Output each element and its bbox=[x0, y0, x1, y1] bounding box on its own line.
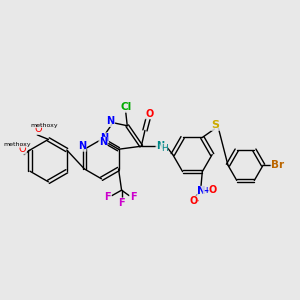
Text: N: N bbox=[106, 116, 115, 127]
Text: Br: Br bbox=[271, 160, 284, 170]
Text: F: F bbox=[105, 192, 111, 202]
Text: methoxy: methoxy bbox=[3, 142, 31, 147]
Text: N: N bbox=[156, 141, 164, 151]
Text: N: N bbox=[78, 141, 86, 151]
Text: O: O bbox=[19, 144, 26, 154]
Text: -: - bbox=[195, 196, 199, 206]
Text: O: O bbox=[209, 185, 217, 195]
Text: F: F bbox=[130, 192, 136, 202]
Text: H: H bbox=[161, 143, 168, 152]
Text: O: O bbox=[189, 196, 197, 206]
Text: +: + bbox=[203, 186, 209, 195]
Text: Cl: Cl bbox=[120, 102, 131, 112]
Text: O: O bbox=[146, 109, 154, 119]
Text: methoxy: methoxy bbox=[30, 123, 58, 128]
Text: S: S bbox=[212, 120, 219, 130]
Text: N: N bbox=[99, 137, 107, 147]
Text: O: O bbox=[34, 124, 42, 134]
Text: F: F bbox=[118, 198, 125, 208]
Text: N: N bbox=[100, 133, 109, 143]
Text: N: N bbox=[197, 186, 206, 196]
